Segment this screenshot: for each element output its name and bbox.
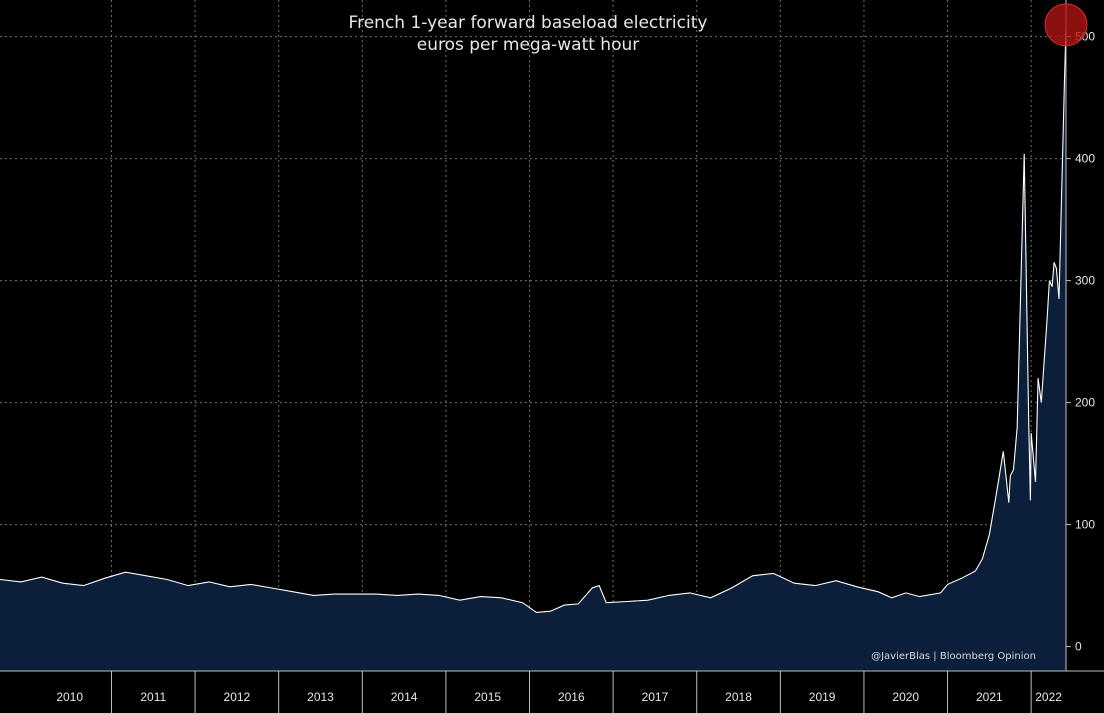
series-line xyxy=(0,26,1067,613)
x-tick-label: 2010 xyxy=(56,690,83,704)
x-tick-label: 2017 xyxy=(642,690,669,704)
x-tick-label: 2021 xyxy=(976,690,1003,704)
highlight-layer xyxy=(1044,3,1088,47)
x-tick-label: 2016 xyxy=(558,690,585,704)
highlight-marker xyxy=(1044,3,1088,47)
x-tick-label: 2013 xyxy=(307,690,334,704)
x-tick-label: 2012 xyxy=(224,690,251,704)
source-credit: @JavierBlas | Bloomberg Opinion xyxy=(871,651,1036,662)
x-tick-label: 2011 xyxy=(140,690,166,704)
chart-subtitle: euros per mega-watt hour xyxy=(417,35,640,55)
x-tick-label: 2014 xyxy=(391,690,418,704)
chart-title: French 1-year forward baseload electrici… xyxy=(349,13,708,33)
x-tick-label: 2019 xyxy=(809,690,836,704)
x-tick-label: 2018 xyxy=(725,690,752,704)
y-tick-label: 300 xyxy=(1075,274,1095,288)
x-tick-label: 2022 xyxy=(1035,690,1062,704)
grid xyxy=(0,0,1066,671)
y-tick-label: 100 xyxy=(1075,518,1095,532)
series-area xyxy=(0,26,1066,672)
x-tick-label: 2015 xyxy=(474,690,501,704)
y-tick-label: 200 xyxy=(1075,396,1095,410)
y-tick-label: 0 xyxy=(1075,640,1082,654)
x-tick-label: 2020 xyxy=(892,690,919,704)
plot-area xyxy=(0,26,1067,672)
y-tick-label: 400 xyxy=(1075,152,1095,166)
